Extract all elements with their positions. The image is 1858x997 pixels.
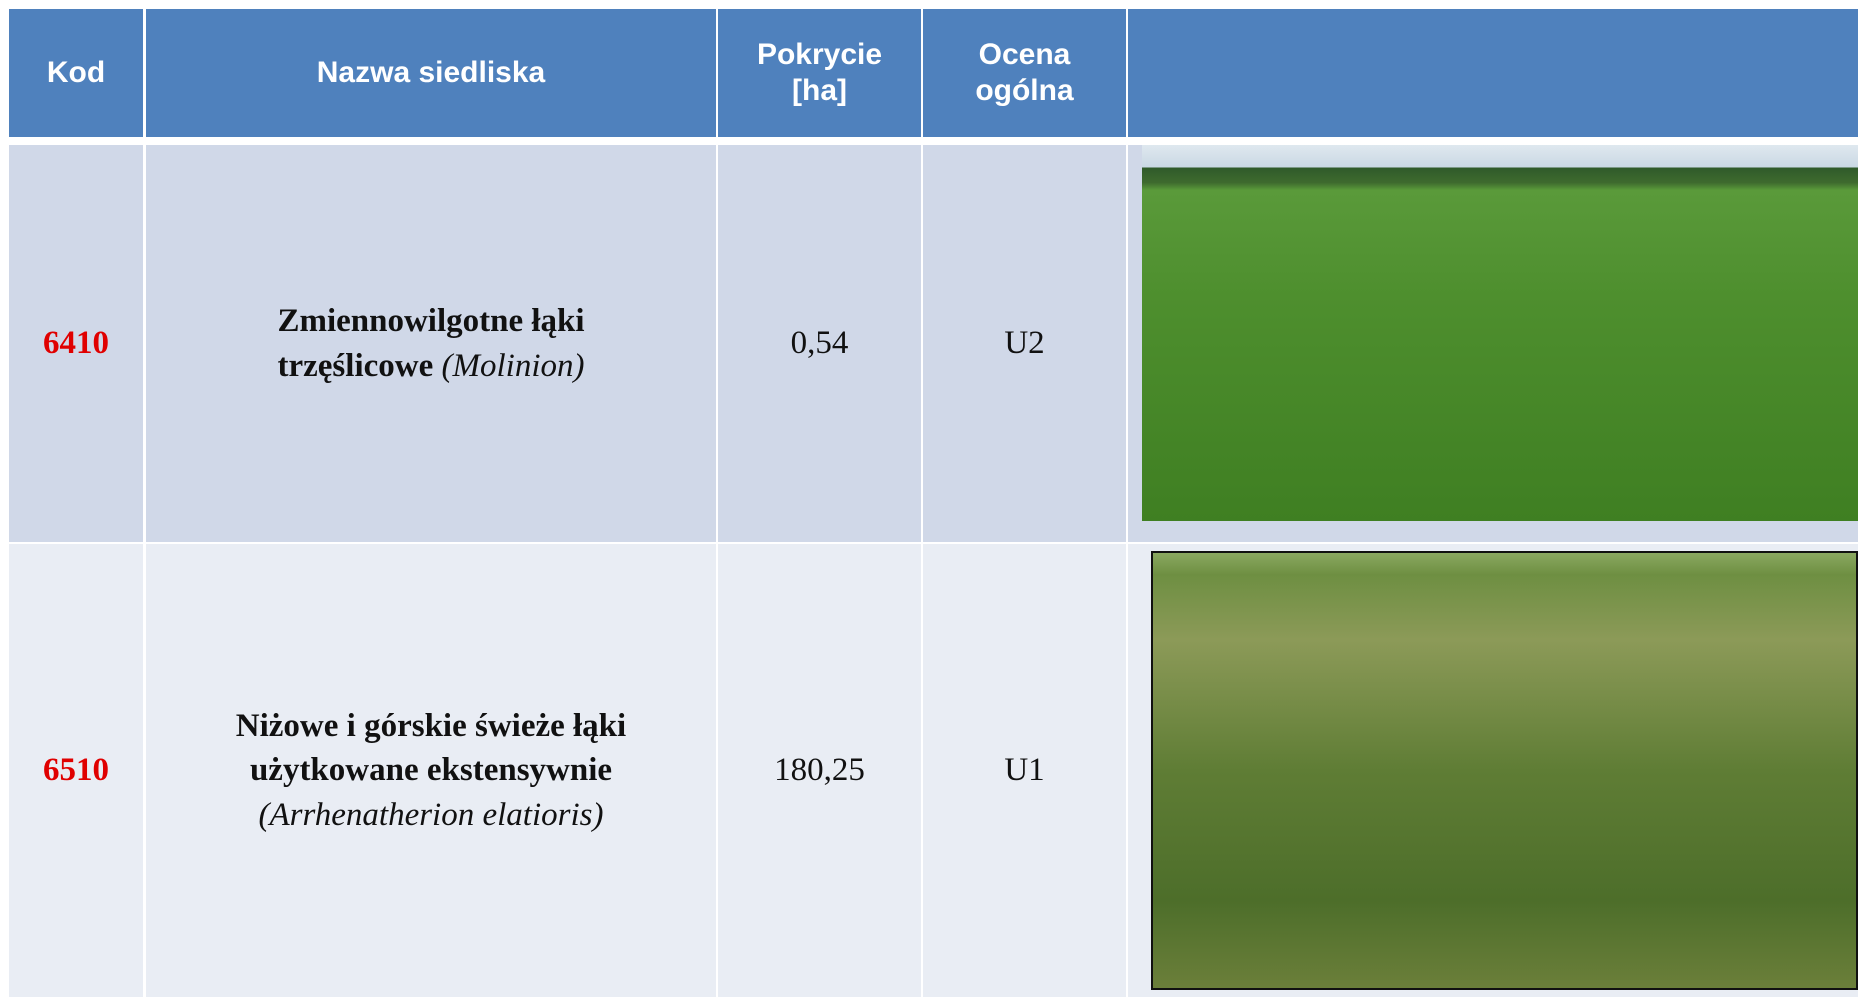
header-text: Pokrycie [ha]	[757, 37, 882, 109]
page: Kod Nazwa siedliska Pokrycie [ha] Ocena …	[0, 0, 1858, 997]
table-cell: U2	[923, 145, 1126, 542]
table-cell: Zmiennowilgotne łąki trzęślicowe (Molini…	[146, 145, 716, 542]
header-text: Nazwa siedliska	[317, 55, 545, 91]
header-cell: Pokrycie [ha]	[718, 9, 921, 137]
table-cell: 0,54	[718, 145, 921, 542]
table-cell: 6410	[9, 145, 143, 542]
habitat-code: 6410	[43, 321, 109, 366]
rating: U2	[1004, 321, 1044, 366]
habitat-latin: (Arrhenatherion elatioris)	[259, 797, 604, 833]
coverage: 180,25	[774, 748, 865, 793]
header-text: Kod	[47, 55, 105, 91]
habitat-name: Niżowe i górskie świeże łąki użytkowane …	[236, 708, 626, 789]
habitat-name-block: Zmiennowilgotne łąki trzęślicowe (Molini…	[162, 299, 700, 388]
meadow-photo	[1142, 145, 1858, 521]
table-cell: 180,25	[718, 544, 921, 997]
coverage: 0,54	[791, 321, 849, 366]
grass-photo	[1151, 551, 1858, 990]
header-cell: Kod	[9, 9, 143, 137]
table-cell: 6510	[9, 544, 143, 997]
table-cell: U1	[923, 544, 1126, 997]
header-text: Ocena ogólna	[963, 37, 1086, 109]
header-cell: Ocena ogólna	[923, 9, 1126, 137]
header-cell: Nazwa siedliska	[146, 9, 716, 137]
habitat-name-block: Niżowe i górskie świeże łąki użytkowane …	[162, 704, 700, 838]
header-cell	[1128, 9, 1858, 137]
habitat-latin: (Molinion)	[442, 348, 585, 384]
rating: U1	[1004, 748, 1044, 793]
table-cell: Niżowe i górskie świeże łąki użytkowane …	[146, 544, 716, 997]
habitat-code: 6510	[43, 748, 109, 793]
